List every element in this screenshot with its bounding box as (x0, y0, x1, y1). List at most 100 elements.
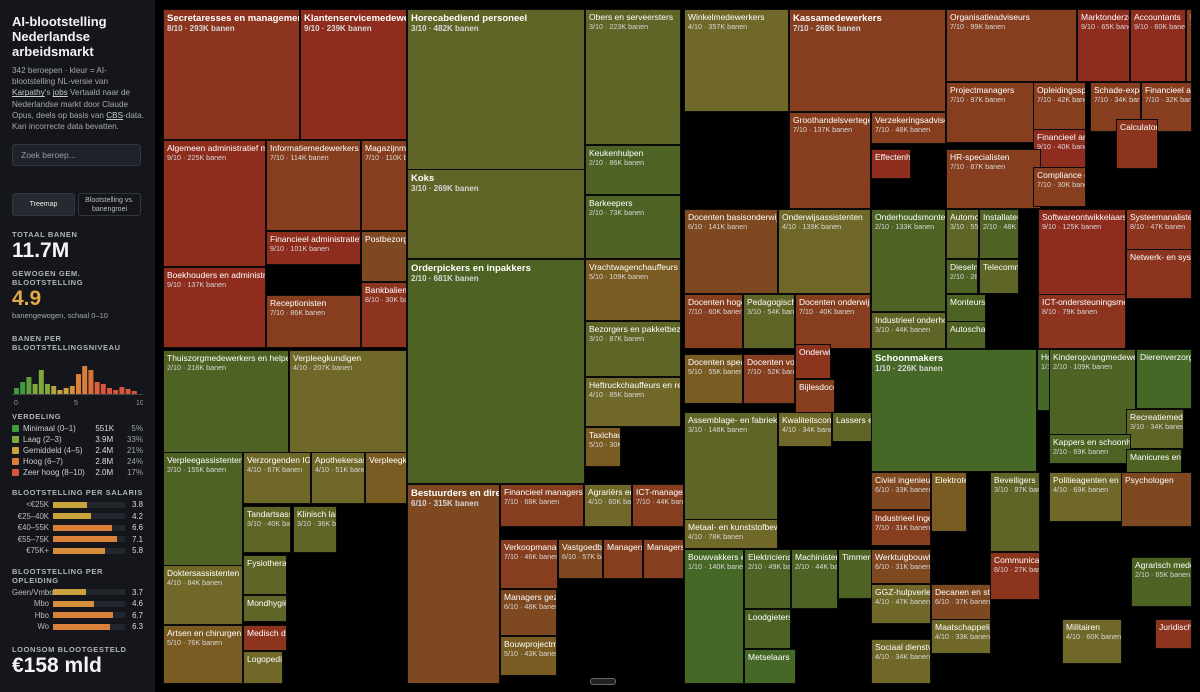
treemap-tile[interactable]: Logopedisten (243, 651, 283, 684)
treemap-tile[interactable]: Onderwijsassistenten 4/10 · 139K banen (778, 209, 871, 294)
treemap-tile[interactable]: Metaal- en kunststofbewerkers4/10 · 78K … (684, 519, 778, 549)
treemap-tile[interactable]: Vastgoedbeheerders6/10 · 57K banen (558, 539, 603, 579)
treemap-tile[interactable]: Tandartsassistenten3/10 · 40K banen (243, 506, 291, 553)
treemap-tile[interactable]: Obers en serveersters 3/10 · 223K banen (585, 9, 681, 145)
treemap-tile[interactable]: Secretaresses en managementassistenten8/… (163, 9, 300, 140)
treemap-view-button[interactable]: Treemap (12, 193, 75, 217)
treemap-tile[interactable]: ICT-ondersteuningsmedewerkers8/10 · 79K … (1038, 294, 1126, 349)
treemap-tile[interactable]: Juridisch medewerkers (1155, 619, 1192, 649)
treemap-tile[interactable]: Dieselmonteurs2/10 · 28K banen (946, 259, 978, 294)
treemap-tile[interactable]: Managers (603, 539, 643, 579)
treemap-tile[interactable]: Opleidingsspecialisten7/10 · 42K banen (1033, 82, 1086, 132)
treemap-tile[interactable]: Marktonderzoekers9/10 · 65K banen (1077, 9, 1130, 82)
treemap-tile[interactable]: Accountants 9/10 · 60K banen (1130, 9, 1186, 82)
treemap-tile[interactable]: Onderwijskundigen (795, 344, 831, 379)
treemap-tile[interactable]: Metselaars (744, 649, 796, 684)
treemap-tile[interactable]: Winkelmedewerkers 4/10 · 357K banen (684, 9, 789, 112)
treemap-tile[interactable]: Schade-experts7/10 · 34K banen (1090, 82, 1141, 132)
treemap-tile[interactable]: Verpleegkundigen 4/10 · 207K banen (289, 350, 407, 459)
treemap-tile[interactable]: Psychologen (1121, 472, 1192, 527)
treemap-tile[interactable]: HR-specialisten 7/10 · 87K banen (946, 149, 1041, 209)
treemap-tile[interactable]: Docenten onderwijs 7/10 · 40K banen (795, 294, 871, 349)
treemap-tile[interactable]: Heftruckchauffeurs en reachtruckchauffeu… (585, 377, 681, 427)
treemap-tile[interactable]: GGZ-hulpverleners4/10 · 47K banen (871, 584, 931, 624)
treemap-tile[interactable]: Magazijnmedewerkers7/10 · 110K banen (361, 140, 407, 231)
treemap-tile[interactable]: Fysiotherapeuten (243, 555, 287, 595)
treemap-tile[interactable]: Organisatieadviseurs 7/10 · 99K banen (946, 9, 1077, 82)
treemap-tile[interactable]: Artsen en chirurgen 5/10 · 76K banen (163, 625, 243, 684)
karpathy-link[interactable]: Karpathy (12, 88, 45, 98)
treemap-tile[interactable]: Barkeepers 2/10 · 73K banen (585, 195, 681, 259)
search-input[interactable] (12, 144, 141, 167)
treemap-tile[interactable]: Boekhouders en administrateurs9/10 · 137… (163, 267, 266, 348)
treemap-tile[interactable]: Agrarisch medewerkers2/10 · 65K banen (1131, 557, 1192, 607)
treemap-tile[interactable]: Koks 3/10 · 269K banen (407, 169, 585, 259)
treemap-tile[interactable]: Keukenhulpen 2/10 · 86K banen (585, 145, 681, 195)
treemap-tile[interactable]: Compliance officers7/10 · 30K banen (1033, 167, 1086, 207)
treemap-tile[interactable]: Docenten speciaal onderwijs5/10 · 55K ba… (684, 354, 743, 404)
cbs-link[interactable]: CBS (106, 110, 124, 120)
treemap-tile[interactable]: Orderpickers en inpakkers 2/10 · 681K ban… (407, 259, 585, 484)
treemap-tile[interactable]: Elektrotechnici (931, 472, 967, 532)
treemap-tile[interactable]: Klantenservicemedewerkers9/10 · 239K ban… (300, 9, 407, 140)
treemap-tile[interactable]: Bezorgers en pakketbezorgers3/10 · 87K b… (585, 321, 681, 377)
treemap-tile[interactable]: Effectenhandelaren (871, 149, 911, 179)
treemap-tile[interactable]: Postbezorgers (361, 231, 407, 282)
treemap-tile[interactable]: Apothekersassistenten4/10 · 51K banen (311, 452, 365, 504)
treemap-tile[interactable]: Monteurs (946, 294, 986, 324)
treemap-tile[interactable]: Verpleegassistenten 2/10 · 155K banen (163, 452, 243, 577)
treemap-tile[interactable]: Kwaliteitscontroleurs4/10 · 34K banen (778, 412, 832, 447)
treemap-tile[interactable]: Informatiemedewerkers 7/10 · 114K banen (266, 140, 361, 231)
treemap-tile[interactable]: Lassers en metaalbewerkers (832, 412, 874, 442)
treemap-tile[interactable]: Verzekeringsadviseurs7/10 · 48K banen (871, 112, 946, 144)
treemap-tile[interactable]: Pedagogisch medewerkers3/10 · 54K banen (743, 294, 795, 349)
treemap-tile[interactable]: Agrariërs en agrarisch managers4/10 · 60… (584, 484, 632, 527)
treemap-tile[interactable]: Schoonmakers 1/10 · 226K banen (871, 349, 1037, 472)
treemap-tile[interactable]: Industrieel onderhoudsmonteurs3/10 · 44K… (871, 312, 946, 349)
treemap-tile[interactable]: Inkoopmanagers7/10 · 56K banen (1186, 9, 1192, 82)
treemap-tile[interactable]: Verkoopmanagers7/10 · 46K banen (500, 539, 558, 589)
resize-handle[interactable] (590, 678, 616, 685)
treemap-tile[interactable]: Telecommonteurs (979, 259, 1019, 294)
treemap-tile[interactable]: Netwerk- en systeembeheerders (1126, 249, 1192, 299)
treemap-tile[interactable]: Civiel ingenieurs6/10 · 33K banen (871, 472, 931, 510)
treemap-tile[interactable]: Werktuigbouwkundigen6/10 · 31K banen (871, 549, 931, 584)
treemap-tile[interactable]: Industrieel ingenieurs7/10 · 31K banen (871, 510, 931, 546)
treemap-tile[interactable]: Bestuurders en directeuren6/10 · 315K ba… (407, 484, 500, 684)
treemap-tile[interactable]: Receptionisten 7/10 · 86K banen (266, 295, 361, 348)
treemap-tile[interactable]: Mondhygiënisten (243, 595, 287, 622)
treemap-tile[interactable]: Bankbaliemedewerkers8/10 · 30K banen (361, 282, 407, 348)
treemap-tile[interactable]: Financieel administratief medewerkers9/1… (266, 231, 361, 265)
treemap-tile[interactable]: Bouwvakkers en bouwarbeiders1/10 · 140K … (684, 549, 744, 684)
treemap-tile[interactable]: Doktersassistenten 4/10 · 84K banen (163, 565, 243, 625)
treemap-tile[interactable]: Installateurs2/10 · 48K banen (979, 209, 1019, 259)
treemap-tile[interactable]: Verpleegkundig specialisten (365, 452, 407, 504)
treemap-tile[interactable]: Sociaal dienstverleners4/10 · 34K banen (871, 639, 931, 684)
treemap-tile[interactable]: Vrachtwagenchauffeurs 5/10 · 109K banen (585, 259, 681, 321)
treemap-tile[interactable]: Algemeen administratief medewerkers9/10 … (163, 140, 266, 267)
treemap-tile[interactable]: Timmerlieden (838, 549, 876, 599)
treemap-tile[interactable]: Medisch dienstverleners (243, 625, 287, 651)
treemap-tile[interactable]: Autoschadeherstellers (946, 321, 986, 349)
treemap-tile[interactable]: Docenten basisonderwijs 6/10 · 141K banen (684, 209, 778, 294)
treemap-tile[interactable]: Loodgieters (744, 609, 791, 649)
treemap-tile[interactable]: Managers (643, 539, 684, 579)
jobs-link[interactable]: jobs (52, 88, 68, 98)
treemap-tile[interactable]: Communicatiemedewerkers8/10 · 27K banen (990, 552, 1040, 600)
treemap-tile[interactable]: Recreatiemedewerkers3/10 · 34K banen (1126, 409, 1184, 449)
treemap-tile[interactable]: Calculators (1116, 119, 1158, 169)
treemap-tile[interactable]: Militairen 4/10 · 60K banen (1062, 619, 1122, 664)
treemap-tile[interactable]: Thuiszorgmedewerkers en helpenden2/10 · … (163, 350, 289, 459)
treemap-tile[interactable]: Automonteurs3/10 · 55K banen (946, 209, 979, 259)
treemap-tile[interactable]: Kinderopvangmedewerkers2/10 · 109K banen (1049, 349, 1136, 439)
treemap-tile[interactable]: Financieel managers 7/10 · 68K banen (500, 484, 584, 527)
treemap-tile[interactable]: Kappers en schoonheidsspecialisten2/10 ·… (1049, 434, 1131, 464)
treemap-tile[interactable]: Taxichauffeurs5/10 · 30K banen (585, 427, 621, 467)
